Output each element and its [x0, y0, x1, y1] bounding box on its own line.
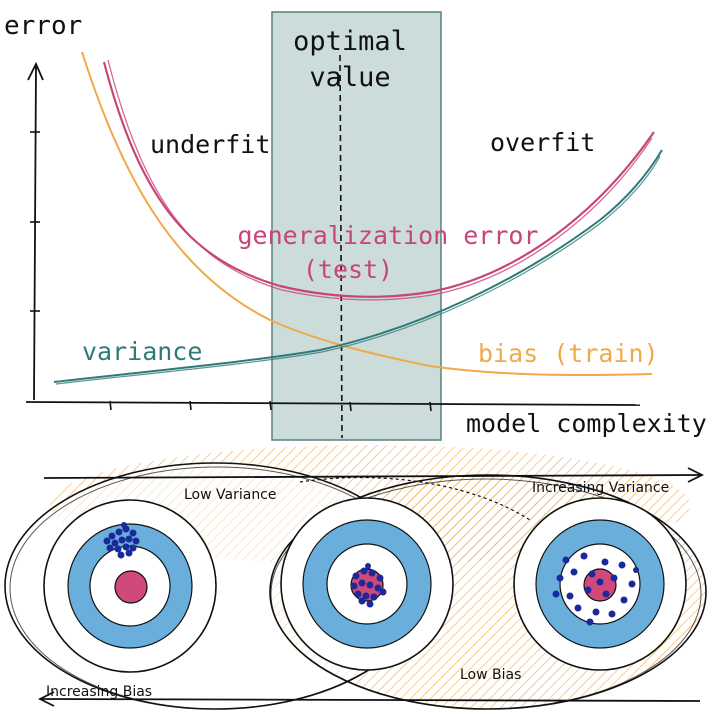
low-bias-label: Low Bias [460, 667, 521, 683]
bias-label: bias (train) [478, 339, 659, 368]
y-ticks [30, 131, 40, 312]
y-axis-label: error [4, 11, 82, 41]
increasing-variance-label: Increasing Variance [532, 480, 669, 496]
optimal-band [271, 11, 442, 441]
error-chart: error optimal value underfit overfit gen… [4, 11, 707, 441]
target-diagram: Low Variance Increasing Variance Low Bia… [4, 445, 707, 710]
increasing-bias-label: Increasing Bias [46, 684, 152, 700]
x-axis-label: model complexity [466, 409, 707, 438]
underfit-label: underfit [150, 130, 270, 159]
target-left [43, 499, 217, 673]
low-variance-label: Low Variance [184, 487, 277, 503]
increasing-variance-arrow [43, 474, 701, 479]
generalization-curve [102, 61, 655, 298]
optimal-label-line1: optimal [293, 26, 407, 57]
x-ticks [109, 400, 432, 412]
overfit-label: overfit [490, 128, 595, 157]
variance-curve [53, 149, 663, 383]
y-axis-arrow [27, 61, 44, 81]
generalization-label-line2: (test) [303, 255, 393, 284]
dots-right [552, 552, 639, 626]
dots-left [103, 522, 140, 559]
x-axis [25, 401, 641, 406]
variance-label: variance [82, 337, 202, 366]
bias-curve [81, 51, 653, 377]
optimal-label-line2: value [309, 62, 390, 93]
generalization-label-line1: generalization error [237, 221, 538, 250]
dots-middle [350, 563, 387, 608]
optimal-line [339, 54, 343, 439]
increasing-bias-arrow [39, 698, 701, 702]
y-axis [33, 65, 37, 401]
